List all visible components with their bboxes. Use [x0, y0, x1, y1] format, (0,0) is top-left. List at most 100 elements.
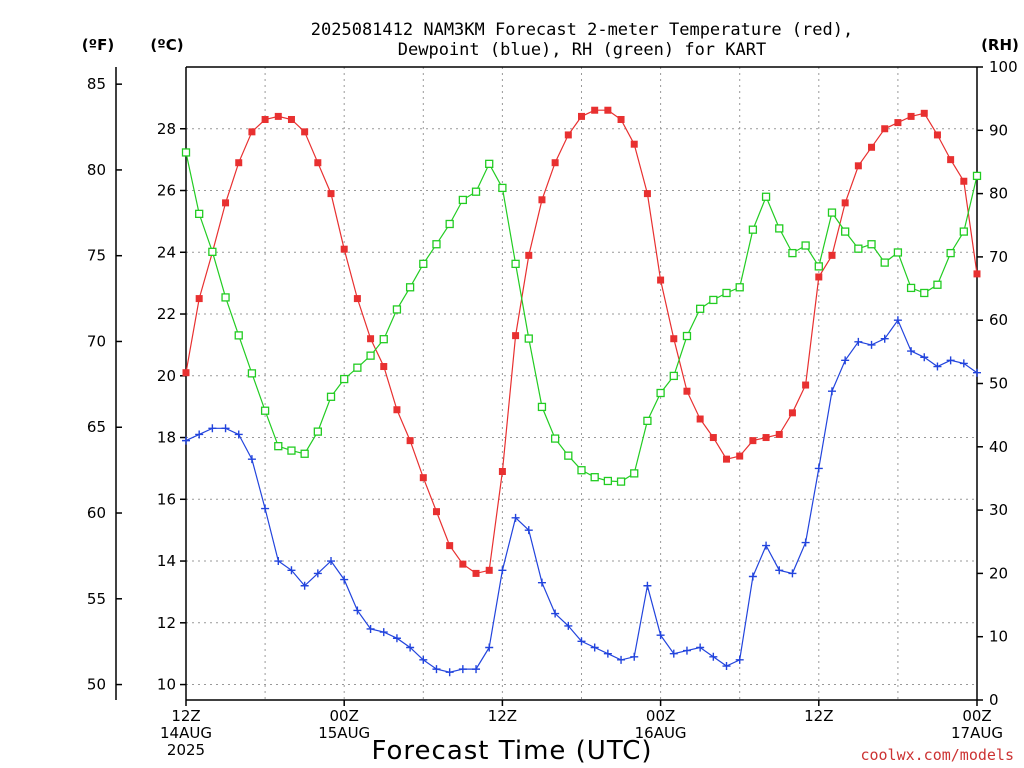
temperature-point — [235, 159, 243, 167]
rh-point — [906, 283, 916, 293]
temperature-point — [525, 251, 533, 259]
temperature-point — [643, 190, 651, 198]
rh-point — [630, 469, 639, 478]
temperature-point — [894, 119, 902, 127]
dewpoint-point — [432, 665, 441, 674]
temperature-point — [749, 437, 757, 445]
rh-point — [537, 402, 547, 412]
temperature-point — [393, 406, 401, 414]
dewpoint-point — [511, 513, 520, 522]
dewpoint-point — [735, 655, 744, 664]
rh-tick-label: 0 — [989, 691, 999, 709]
x-tick-label: 00Z — [330, 707, 359, 725]
dewpoint-point — [392, 634, 401, 643]
rh-point — [419, 259, 428, 269]
rh-tick-label: 60 — [989, 311, 1008, 329]
temperature-point — [960, 177, 968, 185]
rh-point — [709, 295, 718, 305]
rh-tick-label: 30 — [989, 501, 1008, 519]
dewpoint-point — [656, 631, 665, 640]
temperature-point — [314, 159, 322, 167]
dewpoint-point — [182, 436, 190, 445]
rh-point — [313, 427, 322, 436]
rh-point — [867, 240, 876, 249]
rh-tick-label: 90 — [989, 121, 1008, 139]
temperature-point — [736, 452, 744, 460]
dewpoint-point — [907, 347, 916, 356]
dewpoint-point — [893, 316, 902, 325]
temperature-point — [195, 295, 203, 303]
temperature-point — [301, 128, 309, 136]
rh-point — [748, 225, 758, 234]
celsius-tick-label: 24 — [157, 243, 176, 261]
dewpoint-point — [775, 566, 784, 575]
temperature-point — [512, 332, 520, 340]
dewpoint-point — [748, 572, 757, 581]
rh-point — [432, 240, 441, 249]
dewpoint-point — [946, 356, 955, 365]
temperature-point — [762, 434, 770, 442]
temperature-point — [419, 474, 427, 482]
rh-point — [274, 442, 283, 451]
rh-point — [260, 406, 270, 415]
rh-point — [366, 351, 375, 360]
dewpoint-point — [379, 628, 388, 637]
temperature-point — [287, 115, 295, 123]
temperature-point — [630, 140, 638, 148]
x-tick-label: 12Z — [171, 707, 200, 725]
temperature-point — [578, 112, 585, 120]
rh-point — [854, 244, 863, 253]
series-line-rh — [185, 152, 978, 483]
rh-tick-label: 70 — [989, 248, 1008, 266]
rh-point — [643, 416, 652, 425]
rh-point — [550, 434, 560, 443]
rh-point — [814, 262, 823, 271]
dewpoint-point — [682, 646, 691, 655]
grid-lines — [186, 67, 977, 700]
temperature-point — [472, 569, 480, 577]
dewpoint-point — [353, 606, 362, 615]
fahrenheit-tick-label: 85 — [87, 75, 106, 93]
celsius-tick-label: 14 — [157, 552, 176, 570]
dewpoint-point — [221, 424, 230, 433]
rh-point — [392, 305, 402, 314]
rh-point — [893, 248, 903, 257]
temperature-point — [604, 106, 612, 114]
celsius-tick-label: 22 — [157, 305, 176, 323]
rh-point — [656, 388, 665, 398]
temperature-point — [881, 125, 889, 133]
temperature-point — [353, 295, 361, 303]
rh-point — [485, 159, 494, 168]
dewpoint-point — [195, 430, 204, 439]
rh-point — [379, 335, 388, 344]
celsius-tick-label: 10 — [157, 676, 176, 694]
dewpoint-point — [208, 424, 217, 433]
rh-point — [498, 183, 507, 193]
rh-point — [920, 288, 929, 298]
rh-point — [524, 334, 533, 343]
dewpoint-point — [933, 362, 942, 371]
dewpoint-point — [669, 649, 678, 658]
rh-point — [300, 449, 309, 458]
rh-point — [564, 451, 573, 460]
rh-point — [735, 283, 744, 292]
rh-point — [340, 374, 349, 384]
temperature-point — [380, 363, 388, 371]
rh-tick-label: 50 — [989, 375, 1008, 393]
fahrenheit-tick-label: 60 — [87, 504, 106, 522]
rh-point — [933, 280, 942, 289]
temperature-point — [683, 387, 691, 395]
rh-point — [353, 363, 362, 372]
x-tick-label: 2025 — [167, 741, 205, 759]
rh-point — [326, 392, 336, 401]
x-tick-label: 14AUG — [160, 724, 212, 742]
dewpoint-point — [880, 334, 889, 343]
rh-unit-label: (RH) — [981, 36, 1019, 54]
temperature-point — [182, 369, 190, 377]
temperature-point — [854, 162, 862, 170]
temperature-point — [274, 112, 282, 120]
celsius-tick-label: 16 — [157, 490, 176, 508]
dewpoint-point — [445, 668, 454, 677]
dewpoint-point — [801, 538, 810, 547]
x-tick-label: 16AUG — [635, 724, 687, 742]
